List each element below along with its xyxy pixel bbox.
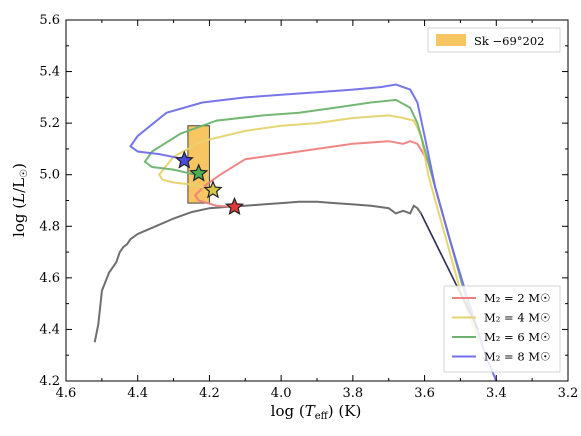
x-tick-label: 3.8 (343, 386, 364, 401)
x-tick-label: 3.6 (414, 386, 435, 401)
y-tick-label: 5.2 (39, 116, 60, 131)
legends: Sk −69°202 M₂ = 2 M☉ M₂ = 4 M☉ M₂ = 6 M☉ M₂ … (427, 27, 561, 373)
x-tick-label: 4.4 (127, 386, 148, 401)
plot-area (93, 83, 498, 382)
x-tick-label: 4.2 (199, 386, 220, 401)
x-tick-label: 3.4 (486, 386, 507, 401)
series-line-4 (129, 83, 498, 382)
region-legend-swatch (436, 34, 466, 46)
series-line-2 (157, 114, 480, 343)
axes: 4.6 4.4 4.2 4.0 3.8 3.6 3.4 3.2 4.2 4.4 4.6 4.8 5.0 5… (39, 13, 578, 401)
y-tick-label: 5.6 (39, 13, 60, 28)
y-tick-label: 5.4 (39, 65, 60, 80)
region-legend-label: Sk −69°202 (474, 34, 544, 48)
y-tick-label: 4.2 (39, 374, 60, 389)
series-legend-label-4: M₂ = 8 M☉ (484, 350, 550, 364)
x-tick-label: 4.6 (56, 386, 77, 401)
series-legend-label-2: M₂ = 4 M☉ (484, 311, 550, 325)
series-line-1 (193, 140, 483, 343)
star-marker-4 (224, 196, 245, 216)
star-marker-1 (174, 150, 194, 169)
series-legend-label-1: M₂ = 2 M☉ (484, 291, 550, 305)
y-tick-label: 4.6 (39, 271, 60, 286)
y-tick-label: 5.0 (39, 168, 60, 183)
x-tick-label: 3.2 (558, 386, 579, 401)
y-axis-label: log (L/L☉) (10, 163, 30, 237)
star-marker-2 (189, 163, 209, 182)
y-tick-label: 4.4 (39, 322, 60, 337)
star-marker-3 (203, 180, 223, 199)
x-tick-label: 4.0 (271, 386, 292, 401)
y-tick-label: 4.8 (39, 219, 60, 234)
x-axis-label: log (Teff) (K) (271, 402, 362, 422)
primary-track-line (93, 200, 422, 343)
series-legend-label-3: M₂ = 6 M☉ (484, 330, 550, 344)
series-legend-box (443, 285, 561, 373)
